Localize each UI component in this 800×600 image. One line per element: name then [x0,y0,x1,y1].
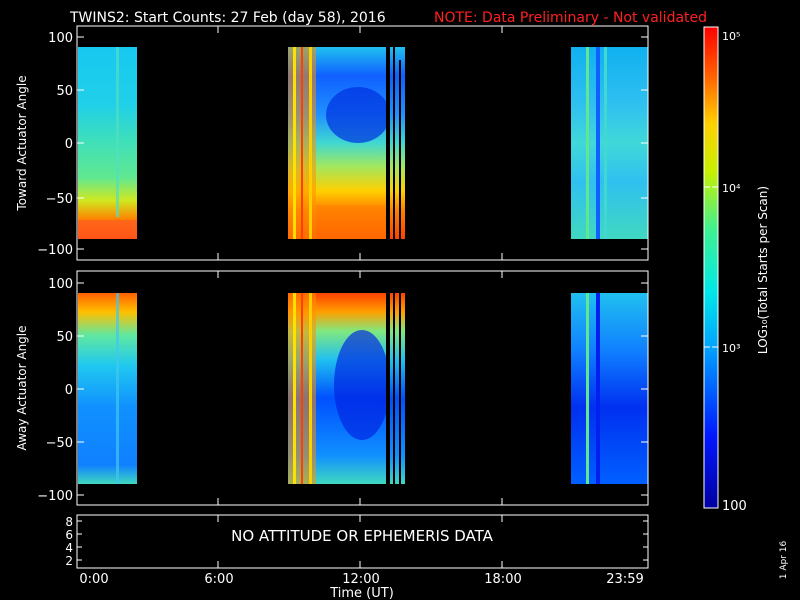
status-ytick-label: 8 [65,515,73,529]
top-heatmap [78,47,648,239]
colorbar [703,26,719,509]
top-ytick-label: 50 [56,84,73,99]
bottom-block-2-gap-a [386,293,390,484]
bottom-block-2-stripe-b [301,293,303,484]
top-ytick-label: −50 [46,192,73,207]
top-block-3 [571,47,648,239]
bottom-panel-frame [76,270,649,506]
top-block-2-blue-core [326,87,390,143]
tick-marks [77,26,648,568]
preliminary-note: NOTE: Data Preliminary - Not validated [434,10,707,26]
top-ytick-label: −100 [37,243,73,258]
top-block-2-gap-a [386,47,390,239]
bottom-block-3-stripe-a [586,293,589,484]
top-yticks: 100 50 0 −50 −100 [37,31,73,258]
colorbar-tick-label: 10³ [722,342,740,355]
top-ylabel: Toward Actuator Angle [15,75,29,211]
bottom-block-1 [78,293,137,484]
top-block-1 [78,47,137,239]
status-ytick-label: 6 [65,528,73,542]
bottom-block-2-stripe-c [309,293,312,484]
top-block-1-redcorner [78,220,137,239]
x-tick-label: 12:00 [342,572,379,587]
colorbar-ticks [704,186,718,348]
bottom-block-3-stripe-b [596,293,600,484]
bottom-block-2-blue-core [334,330,390,440]
top-ytick-label: 0 [65,137,73,152]
top-block-3-stripe-a [586,47,589,239]
bottom-ytick-label: 100 [48,277,73,292]
top-block-3-stripe-c [604,47,607,239]
x-tick-label: 18:00 [484,572,521,587]
x-axis-label: Time (UT) [329,586,394,600]
top-block-3-stripe-b [596,47,600,239]
date-stamp: 1 Apr 16 [779,540,789,579]
colorbar-label: LOG₁₀(Total Starts per Scan) [756,186,770,354]
no-data-message: NO ATTITUDE OR EPHEMERIS DATA [231,527,494,545]
bottom-ytick-label: −100 [37,489,73,504]
bottom-ytick-label: 50 [56,330,73,345]
top-block-2-stripe-b [301,47,303,239]
top-ytick-label: 100 [48,31,73,46]
bottom-ytick-label: −50 [46,436,73,451]
bottom-block-2-gap-b [393,293,395,484]
x-ticks: 0:00 6:00 12:00 18:00 23:59 [79,572,643,587]
status-ytick-label: 4 [65,541,73,555]
bottom-block-3 [571,293,648,484]
bottom-block-1-streak [116,293,119,484]
colorbar-tick-label: 100 [722,499,747,514]
x-tick-label: 23:59 [606,572,643,587]
top-block-2-stripe-c [309,47,312,239]
status-ytick-label: 2 [65,554,73,568]
colorbar-tick-label: 10⁴ [722,182,741,195]
top-block-2-red-floor [316,205,386,239]
chart-title: TWINS2: Start Counts: 27 Feb (day 58), 2… [69,10,386,26]
x-tick-label: 6:00 [204,572,233,587]
bottom-ytick-label: 0 [65,383,73,398]
colorbar-tick-label: 10⁵ [722,30,740,43]
top-block-2-gap-b [393,47,395,239]
status-yticks: 8 6 4 2 [65,515,73,568]
bottom-block-2-gap-c [399,293,401,484]
x-tick-label: 0:00 [79,572,108,587]
status-panel-frame [76,514,649,569]
top-block-2-stripe-a [293,47,296,239]
bottom-block-2-stripe-a [293,293,296,484]
bottom-ylabel: Away Actuator Angle [15,325,29,450]
bottom-heatmap [78,293,648,484]
top-block-2-gap-c [399,60,401,239]
bottom-yticks: 100 50 0 −50 −100 [37,277,73,504]
top-block-1-streak [116,47,119,217]
